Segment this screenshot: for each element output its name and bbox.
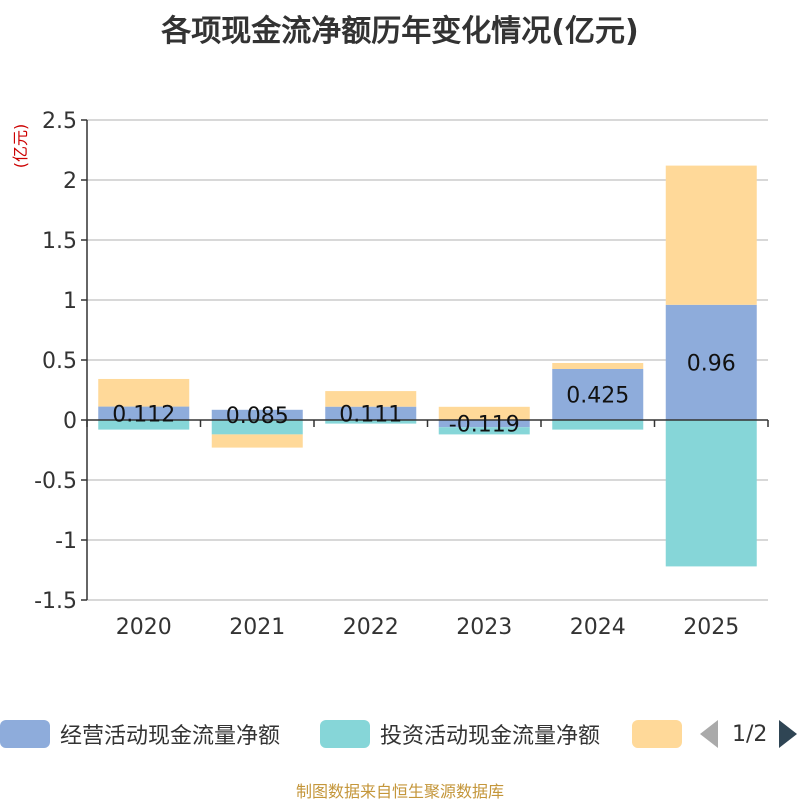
legend-page-indicator: 1/2 xyxy=(732,721,768,747)
y-axis-label: (亿元) xyxy=(11,124,30,169)
x-tick-label: 2020 xyxy=(116,615,172,640)
bar-segment xyxy=(325,406,417,420)
legend-item-third[interactable] xyxy=(632,714,692,754)
y-tick-label: 2 xyxy=(63,169,77,194)
legend-label-operating: 经营活动现金流量净额 xyxy=(60,724,281,749)
x-tick-label: 2021 xyxy=(229,615,285,640)
data-label: 0.425 xyxy=(566,384,629,409)
legend-swatch-third xyxy=(632,720,682,748)
x-tick-label: 2025 xyxy=(683,615,739,640)
bar-segment xyxy=(325,420,417,424)
data-label: 0.96 xyxy=(687,351,736,376)
bar-segment xyxy=(552,369,644,420)
y-tick-label: 1.5 xyxy=(42,229,77,254)
next-page-icon[interactable] xyxy=(779,720,798,748)
legend-item-investing[interactable]: 投资活动现金流量净额 xyxy=(320,714,600,754)
bar-segment xyxy=(211,409,303,420)
bar-segment xyxy=(211,420,303,435)
x-tick-label: 2024 xyxy=(570,615,626,640)
y-tick-label: 2.5 xyxy=(42,109,77,134)
y-tick-label: 0 xyxy=(63,409,77,434)
bar-segment xyxy=(665,165,757,305)
y-tick-label: -0.5 xyxy=(34,469,77,494)
bar-segment xyxy=(325,391,417,407)
data-label: -0.119 xyxy=(449,413,520,438)
legend-pager: 1/2 xyxy=(700,714,798,754)
bar-segment xyxy=(438,406,530,420)
legend: 经营活动现金流量净额 投资活动现金流量净额 1/2 xyxy=(0,714,800,754)
data-label: 0.085 xyxy=(226,404,289,429)
y-tick-label: 0.5 xyxy=(42,349,77,374)
bar-segment xyxy=(98,406,190,420)
legend-item-operating[interactable]: 经营活动现金流量净额 xyxy=(0,714,280,754)
data-label: 0.111 xyxy=(339,402,402,427)
x-tick-label: 2022 xyxy=(343,615,399,640)
prev-page-icon[interactable] xyxy=(700,720,718,748)
bar-segment xyxy=(438,427,530,435)
data-label: 0.112 xyxy=(112,402,175,427)
y-tick-label: 1 xyxy=(63,289,77,314)
bar-segment xyxy=(552,420,644,430)
bar-segment xyxy=(665,304,757,420)
chart-title: 各项现金流净额历年变化情况(亿元) xyxy=(161,14,639,49)
legend-swatch-operating xyxy=(0,720,50,748)
x-tick-label: 2023 xyxy=(456,615,512,640)
bar-segment xyxy=(552,363,644,369)
bar-segment xyxy=(98,378,190,407)
bar-segment xyxy=(98,420,190,430)
legend-label-investing: 投资活动现金流量净额 xyxy=(380,724,601,749)
bar-segment xyxy=(211,434,303,448)
source-note: 制图数据来自恒生聚源数据库 xyxy=(295,782,504,801)
bar-segment xyxy=(438,420,530,428)
bar-segment xyxy=(665,420,757,567)
y-tick-label: -1 xyxy=(55,529,77,554)
legend-swatch-investing xyxy=(320,720,370,748)
y-tick-label: -1.5 xyxy=(34,589,77,614)
